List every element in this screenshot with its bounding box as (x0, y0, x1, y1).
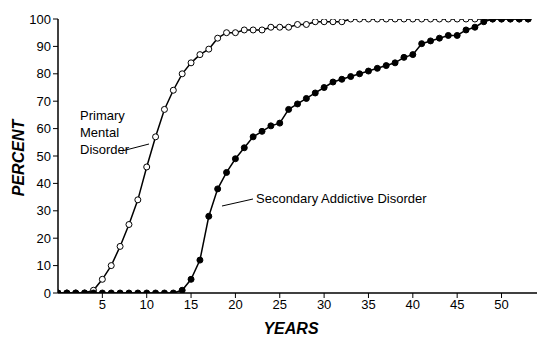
svg-text:40: 40 (406, 297, 420, 312)
svg-text:10: 10 (139, 297, 153, 312)
svg-text:Secondary Addictive Disorder: Secondary Addictive Disorder (256, 191, 427, 206)
svg-text:40: 40 (37, 176, 51, 191)
svg-text:100: 100 (29, 12, 51, 27)
svg-text:YEARS: YEARS (263, 320, 318, 337)
svg-text:Disorder: Disorder (80, 142, 130, 157)
svg-text:30: 30 (37, 203, 51, 218)
svg-text:60: 60 (37, 121, 51, 136)
svg-text:PERCENT: PERCENT (10, 119, 27, 197)
svg-text:30: 30 (317, 297, 331, 312)
svg-text:35: 35 (361, 297, 375, 312)
svg-text:15: 15 (184, 297, 198, 312)
svg-text:50: 50 (37, 149, 51, 164)
svg-text:25: 25 (273, 297, 287, 312)
svg-text:20: 20 (228, 297, 242, 312)
svg-text:5: 5 (99, 297, 106, 312)
svg-text:Mental: Mental (80, 125, 119, 140)
svg-text:45: 45 (450, 297, 464, 312)
svg-text:10: 10 (37, 258, 51, 273)
svg-text:80: 80 (37, 66, 51, 81)
svg-text:0: 0 (44, 286, 51, 301)
svg-text:Primary: Primary (80, 108, 125, 123)
svg-text:90: 90 (37, 39, 51, 54)
svg-text:20: 20 (37, 231, 51, 246)
svg-text:70: 70 (37, 94, 51, 109)
svg-text:50: 50 (494, 297, 508, 312)
